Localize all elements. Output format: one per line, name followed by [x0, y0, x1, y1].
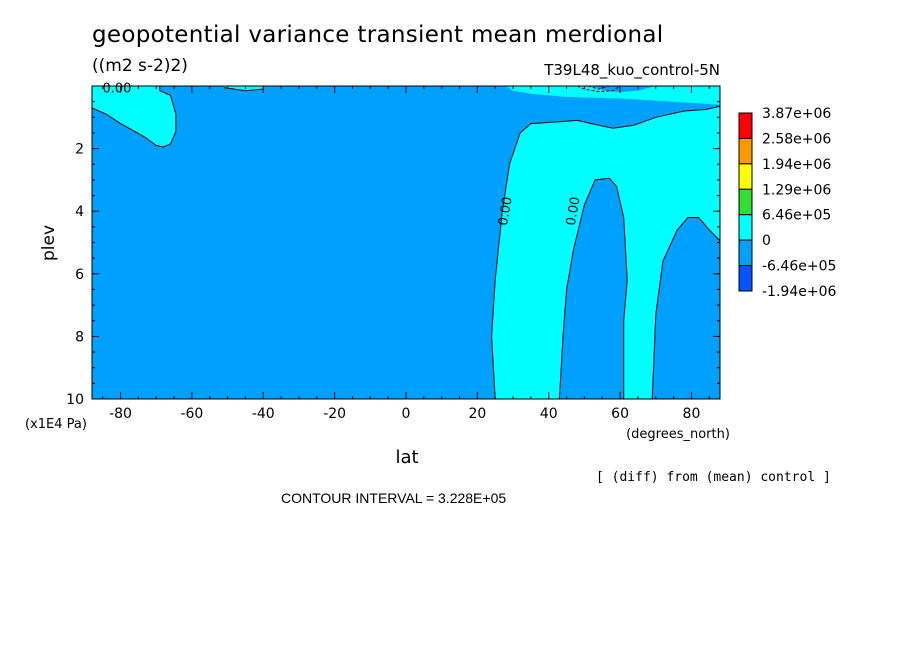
colorbar-swatch — [738, 265, 753, 292]
y-tick-label: 6 — [75, 267, 84, 283]
x-tick-label: 0 — [402, 406, 411, 422]
axes: -80 -60 -40 -20 0 20 40 60 80 2 4 6 8 10 — [66, 85, 721, 422]
diff-note: [ (diff) from (mean) control ] — [596, 470, 831, 485]
y-axis-label: plev — [39, 225, 59, 261]
x-axis-units: (degrees_north) — [626, 427, 730, 442]
colorbar-swatch — [738, 112, 753, 139]
colorbar: 3.87e+06 2.58e+06 1.94e+06 1.29e+06 6.46e+05… — [738, 106, 836, 300]
colorbar-label: -1.94e+06 — [762, 284, 836, 300]
x-tick-label: -60 — [180, 406, 203, 422]
x-tick-label: 40 — [540, 406, 558, 422]
fill-nh-positive — [491, 86, 720, 399]
chart-units: ((m2 s-2)2) — [92, 56, 188, 76]
colorbar-swatch — [738, 188, 753, 216]
colorbar-label: 0 — [762, 233, 771, 249]
chart-title: geopotential variance transient mean mer… — [92, 22, 664, 48]
colorbar-swatch — [738, 214, 753, 241]
x-axis-label: lat — [395, 447, 418, 468]
contour-label-0: 0.00 — [103, 82, 132, 97]
plot-area: 0.00 0.00 0.00 — [91, 82, 721, 400]
negative-top-contour-2 — [587, 85, 610, 90]
colorbar-label: 2.58e+06 — [762, 131, 831, 147]
nh-tongue-contour — [558, 177, 628, 400]
contour-interval: CONTOUR INTERVAL = 3.228E+05 — [281, 490, 507, 506]
colorbar-label: 1.29e+06 — [762, 182, 831, 198]
x-tick-label: -20 — [323, 406, 346, 422]
y-tick-label: 10 — [66, 392, 84, 408]
x-tick-label: 20 — [468, 406, 486, 422]
x-tick-label: 60 — [611, 406, 629, 422]
experiment-label: T39L48_kuo_control-5N — [544, 61, 720, 79]
colorbar-swatch — [738, 239, 753, 267]
nh-right-contour — [651, 217, 721, 400]
y-tick-label: 2 — [75, 142, 84, 158]
colorbar-label: -6.46e+05 — [762, 259, 836, 275]
colorbar-label: 3.87e+06 — [762, 106, 831, 122]
x-tick-label: 80 — [683, 406, 701, 422]
y-axis-units: (x1E4 Pa) — [25, 417, 87, 432]
negative-top-contour-1 — [577, 85, 621, 93]
fill-sh-upper-positive — [92, 86, 176, 147]
contour-label-1: 0.00 — [496, 196, 516, 227]
colorbar-swatch — [738, 137, 753, 165]
nh-left-contour — [491, 105, 721, 400]
contour-label-2: 0.00 — [564, 196, 584, 227]
colorbar-swatch — [738, 163, 753, 190]
y-tick-label: 4 — [75, 204, 84, 220]
sh-upper-contour — [91, 86, 177, 148]
x-tick-label: -40 — [252, 406, 275, 422]
y-tick-label: 8 — [75, 329, 84, 345]
colorbar-label: 6.46e+05 — [762, 208, 831, 224]
colorbar-label: 1.94e+06 — [762, 157, 831, 173]
x-tick-label: -80 — [109, 406, 132, 422]
